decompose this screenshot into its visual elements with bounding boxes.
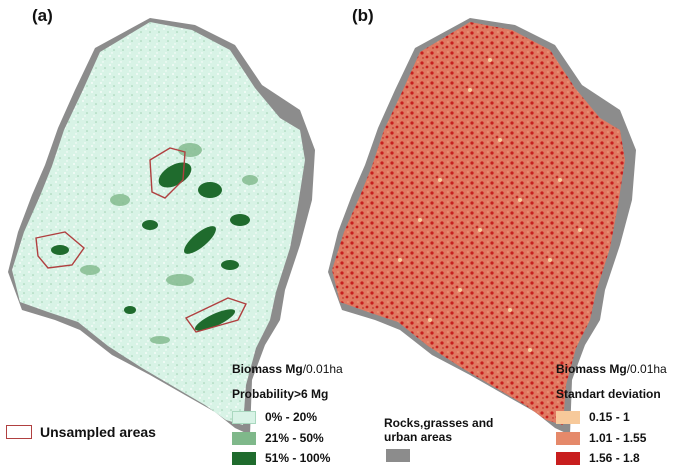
legend-b-label-low: 0.15 - 1 <box>589 410 630 424</box>
legend-rocks-label: Rocks,grasses and urban areas <box>384 416 493 444</box>
legend-rocks-swatch <box>386 449 410 462</box>
legend-b-title-bold: Biomass Mg <box>556 362 627 376</box>
legend-b-item: 1.56 - 1.8 <box>556 451 640 465</box>
legend-a-swatch-high <box>232 451 256 465</box>
panel-a-label: (a) <box>32 6 53 25</box>
legend-b-title-unit: /0.01ha <box>626 362 667 376</box>
legend-unsampled: Unsampled areas <box>6 424 156 440</box>
map-a-region <box>12 22 305 425</box>
legend-b-swatch-high <box>556 451 580 465</box>
legend-a-swatch-low <box>232 410 256 424</box>
unsampled-swatch <box>6 425 32 439</box>
legend-b-label-mid: 1.01 - 1.55 <box>589 431 647 445</box>
legend-a-item: 51% - 100% <box>232 451 330 465</box>
legend-a-subtitle: Probability>6 Mg <box>232 387 329 401</box>
map-b-low-deviation-dots <box>398 58 582 352</box>
unsampled-area-2 <box>35 231 85 269</box>
legend-a-title-bold: Biomass Mg <box>232 362 303 376</box>
legend-a-item: 21% - 50% <box>232 431 324 445</box>
legend-rocks-line1: Rocks,grasses and <box>384 416 494 430</box>
legend-b-item: 1.01 - 1.55 <box>556 431 646 445</box>
unsampled-label: Unsampled areas <box>40 424 156 440</box>
legend-a-label-low: 0% - 20% <box>265 410 318 424</box>
map-b-region <box>332 22 625 425</box>
legend-a-label-high: 51% - 100% <box>265 451 331 465</box>
legend-a-title: Biomass Mg/0.01ha <box>232 362 343 376</box>
legend-a-swatch-mid <box>232 431 256 445</box>
legend-b-subtitle: Standart deviation <box>556 387 661 401</box>
unsampled-area-3 <box>184 297 247 333</box>
legend-a-title-unit: /0.01ha <box>302 362 343 376</box>
unsampled-area-1 <box>149 147 186 199</box>
legend-b-swatch-low <box>556 410 580 424</box>
legend-b-title: Biomass Mg/0.01ha <box>556 362 667 376</box>
legend-b-label-high: 1.56 - 1.8 <box>589 451 640 465</box>
panel-b-label: (b) <box>352 6 374 25</box>
legend-a-item: 0% - 20% <box>232 410 317 424</box>
map-a <box>8 18 315 435</box>
legend-rocks-line2: urban areas <box>384 430 453 444</box>
legend-b-swatch-mid <box>556 431 580 445</box>
map-a-high-probability-patches <box>51 162 250 331</box>
legend-b-item: 0.15 - 1 <box>556 410 630 424</box>
legend-a-label-mid: 21% - 50% <box>265 431 324 445</box>
map-a-medium-probability-patches <box>80 143 258 344</box>
map-b <box>328 18 636 435</box>
